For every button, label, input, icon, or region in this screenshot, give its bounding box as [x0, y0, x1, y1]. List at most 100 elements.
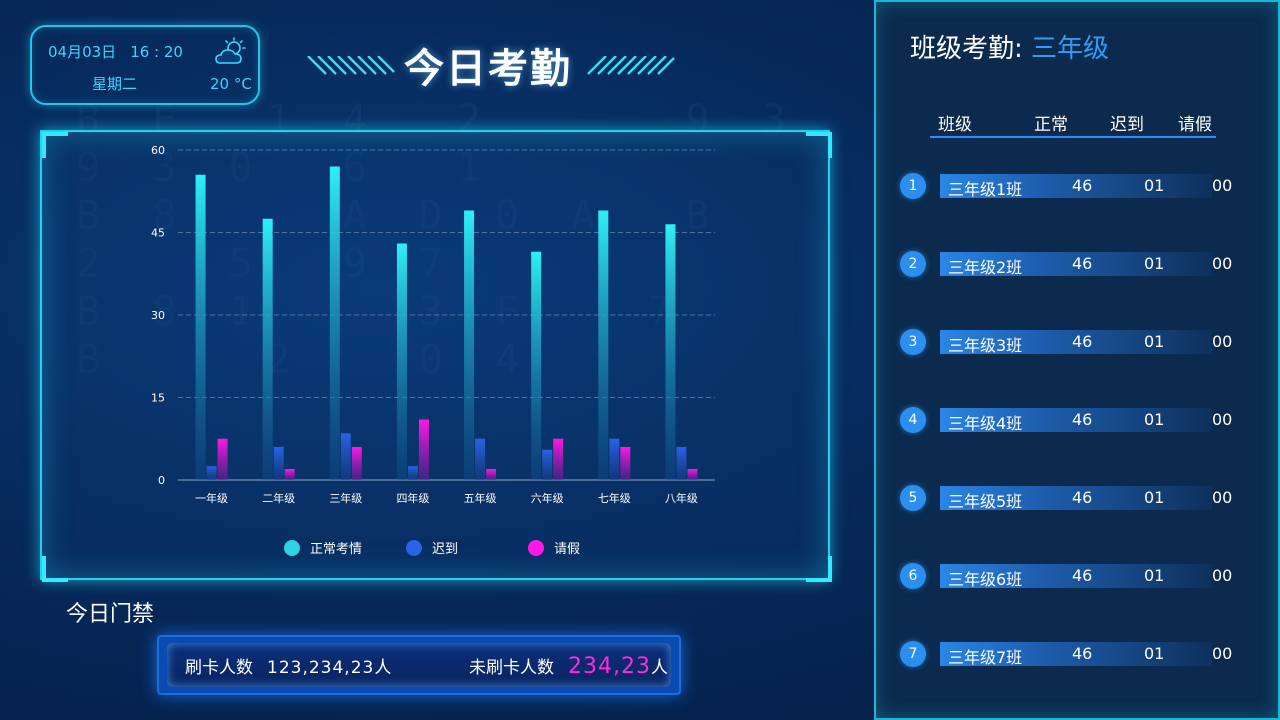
row-class-name: 三年级3班: [948, 336, 1023, 355]
bar-late: [206, 466, 217, 480]
row-late: 01: [1144, 488, 1165, 507]
access-title: 今日门禁: [66, 602, 155, 627]
class-attendance-panel: 班级考勤: 三年级 班级 正常 迟到 请假 1 三年级1班 46 01 00 2…: [874, 0, 1280, 720]
unswiped-unit: 人: [650, 658, 668, 678]
row-class-name: 三年级7班: [948, 648, 1023, 667]
row-class-name: 三年级6班: [948, 570, 1023, 589]
legend-label: 迟到: [432, 542, 459, 557]
table-row[interactable]: 2 三年级2班 46 01 00: [876, 251, 1280, 282]
bar-normal: [396, 243, 407, 480]
row-normal: 46: [1072, 410, 1093, 429]
table-row[interactable]: 5 三年级5班 46 01 00: [876, 485, 1280, 516]
row-normal: 46: [1072, 644, 1093, 663]
row-number-badge: 3: [900, 329, 926, 355]
row-late: 01: [1144, 176, 1165, 195]
bar-normal: [262, 218, 273, 480]
swiped-label: 刷卡人数: [185, 658, 253, 678]
y-tick-label: 0: [158, 474, 165, 487]
legend-dot: [284, 539, 300, 556]
row-name-highlight: [940, 330, 1212, 354]
unswiped-value: 234,23: [568, 654, 651, 679]
row-leave: 00: [1212, 644, 1233, 663]
row-number-badge: 7: [900, 641, 926, 667]
row-number-badge: 2: [900, 251, 926, 277]
table-row[interactable]: 4 三年级4班 46 01 00: [876, 407, 1280, 438]
bar-normal: [598, 210, 609, 480]
bar-normal: [464, 210, 475, 480]
table-row[interactable]: 7 三年级7班 46 01 00: [876, 641, 1280, 672]
frame-corner: [42, 556, 68, 582]
chart-panel: [40, 130, 830, 580]
row-name-highlight: [940, 174, 1212, 198]
x-tick-label: 八年级: [665, 491, 698, 505]
legend-dot: [528, 539, 544, 556]
legend-item-normal: 正常考情: [284, 538, 362, 557]
row-late: 01: [1144, 254, 1165, 273]
page-title: 今日考勤: [404, 46, 572, 92]
row-normal: 46: [1072, 254, 1093, 273]
x-tick-label: 五年级: [464, 491, 497, 505]
attendance-bar-chart: 0 15 30 45 60 一年级 二年级 三年级 四年级 五年级 六年级 七年级 八年级: [151, 144, 715, 505]
row-late: 01: [1144, 410, 1165, 429]
table-row[interactable]: 6 三年级6班 46 01 00: [876, 563, 1280, 594]
bar-normal: [195, 174, 206, 480]
panel-title: 班级考勤: 三年级: [910, 28, 1109, 65]
header-class: 班级: [938, 115, 972, 135]
row-normal: 46: [1072, 176, 1093, 195]
y-tick-label: 15: [151, 392, 165, 405]
x-tick-label: 三年级: [329, 491, 362, 505]
row-leave: 00: [1212, 488, 1233, 507]
bar-leave: [553, 438, 564, 480]
bar-leave: [620, 447, 631, 480]
legend-item-leave: 请假: [528, 538, 580, 557]
frame-corner: [806, 132, 832, 158]
temperature-text: 20 °C: [210, 75, 252, 93]
bar-normal: [531, 251, 542, 480]
row-leave: 00: [1212, 176, 1233, 195]
panel-title-prefix: 班级考勤:: [910, 34, 1023, 64]
table-row[interactable]: 1 三年级1班 46 01 00: [876, 173, 1280, 204]
row-name-highlight: [940, 486, 1212, 510]
row-leave: 00: [1212, 566, 1233, 585]
row-normal: 46: [1072, 332, 1093, 351]
legend-item-late: 迟到: [406, 538, 458, 557]
bar-leave: [284, 469, 295, 480]
date-time-text: 04月03日 16 : 20: [48, 43, 183, 61]
header-late: 迟到: [1110, 115, 1144, 135]
row-late: 01: [1144, 332, 1165, 351]
row-class-name: 三年级5班: [948, 492, 1023, 511]
row-late: 01: [1144, 644, 1165, 663]
row-leave: 00: [1212, 410, 1233, 429]
legend-dot: [406, 539, 422, 556]
row-name-highlight: [940, 252, 1212, 276]
datetime-widget: 04月03日 16 : 20 星期二 20 °C: [30, 25, 260, 105]
bar-leave: [687, 469, 698, 480]
row-number-badge: 5: [900, 485, 926, 511]
row-late: 01: [1144, 566, 1165, 585]
y-tick-label: 60: [151, 144, 165, 157]
bar-normal: [665, 224, 676, 480]
row-leave: 00: [1212, 254, 1233, 273]
row-name-highlight: [940, 408, 1212, 432]
bar-late: [273, 447, 284, 480]
legend-label: 正常考情: [310, 542, 363, 557]
x-tick-label: 六年级: [531, 491, 564, 505]
title-decoration-right: [587, 56, 675, 75]
bar-leave: [418, 419, 429, 480]
y-tick-label: 45: [151, 227, 165, 240]
bar-late: [475, 438, 486, 480]
header-normal: 正常: [1034, 115, 1068, 135]
bar-leave: [486, 469, 497, 480]
bar-leave: [217, 438, 228, 480]
weekday-text: 星期二: [92, 75, 138, 93]
row-normal: 46: [1072, 566, 1093, 585]
row-name-highlight: [940, 564, 1212, 588]
bar-late: [542, 449, 553, 480]
row-number-badge: 4: [900, 407, 926, 433]
table-row[interactable]: 3 三年级3班 46 01 00: [876, 329, 1280, 360]
swiped-count: 刷卡人数 123,234,23人: [185, 653, 392, 678]
bar-leave: [351, 447, 362, 480]
x-tick-label: 七年级: [598, 491, 631, 505]
x-tick-label: 二年级: [262, 491, 295, 505]
header-leave: 请假: [1178, 115, 1212, 135]
